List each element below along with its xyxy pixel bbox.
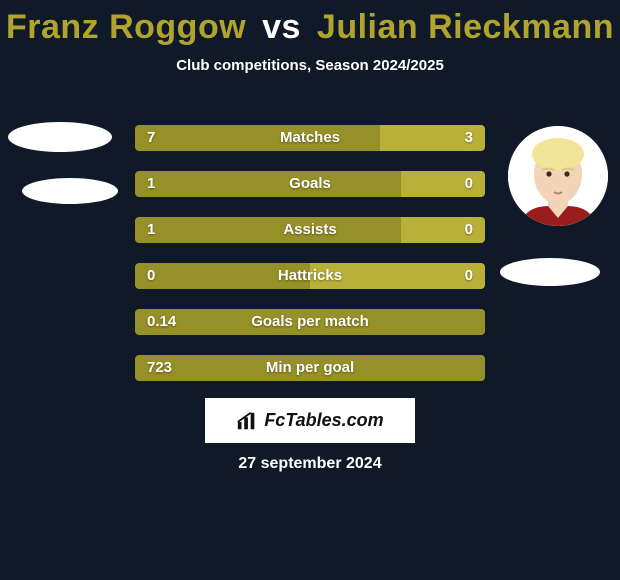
player2-name: Julian Rieckmann	[317, 8, 614, 46]
stat-row: 00Hattricks	[135, 263, 485, 289]
stat-label: Goals per match	[135, 309, 485, 335]
stat-label: Goals	[135, 171, 485, 197]
player1-avatar-ellipse-2	[22, 178, 118, 204]
player1-name: Franz Roggow	[6, 8, 246, 46]
logo-text: FcTables.com	[264, 410, 383, 431]
stats-bars: 73Matches 10Goals 10Assists 00Hattricks 0.14…	[135, 125, 485, 401]
fctables-logo: FcTables.com	[205, 398, 415, 443]
logo-chart-icon	[236, 410, 258, 432]
stat-row: 10Goals	[135, 171, 485, 197]
player2-shadow-ellipse	[500, 258, 600, 286]
subtitle: Club competitions, Season 2024/2025	[0, 57, 620, 74]
comparison-title: Franz Roggow vs Julian Rieckmann	[0, 0, 620, 47]
stat-row: 0.14Goals per match	[135, 309, 485, 335]
stat-label: Hattricks	[135, 263, 485, 289]
stat-row: 10Assists	[135, 217, 485, 243]
player2-avatar	[508, 126, 608, 226]
stat-label: Assists	[135, 217, 485, 243]
player2-face-icon	[508, 126, 608, 226]
stat-label: Min per goal	[135, 355, 485, 381]
stat-row: 73Matches	[135, 125, 485, 151]
date-text: 27 september 2024	[0, 455, 620, 473]
player1-avatar-ellipse-1	[8, 122, 112, 152]
stat-row: 723Min per goal	[135, 355, 485, 381]
vs-text: vs	[262, 8, 301, 46]
stat-label: Matches	[135, 125, 485, 151]
